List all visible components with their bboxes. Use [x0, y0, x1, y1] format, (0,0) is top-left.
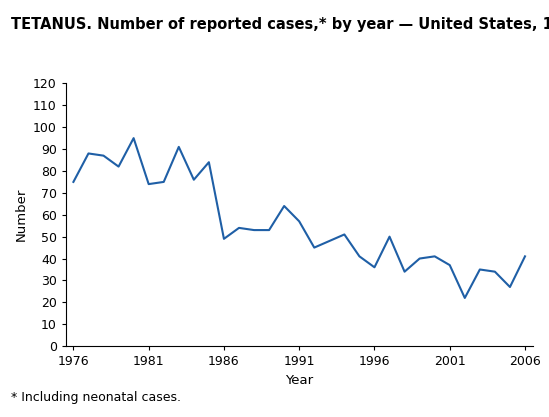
Text: * Including neonatal cases.: * Including neonatal cases.	[11, 392, 181, 404]
Text: TETANUS. Number of reported cases,* by year — United States, 1976–2006: TETANUS. Number of reported cases,* by y…	[11, 17, 549, 32]
Y-axis label: Number: Number	[14, 188, 27, 241]
X-axis label: Year: Year	[285, 374, 313, 387]
